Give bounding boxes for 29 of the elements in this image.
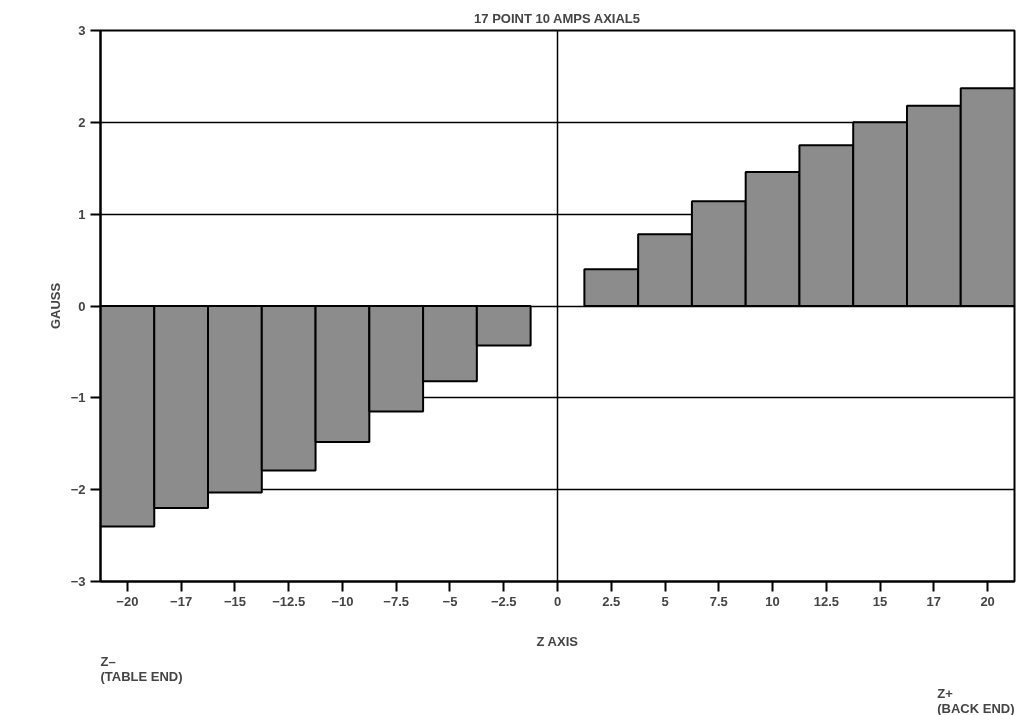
- text: Z+ (BACK END): [937, 685, 1015, 715]
- x-tick-label: 7.5: [709, 593, 728, 609]
- x-tick-label: 17: [926, 593, 942, 609]
- y-tick-label: 2: [78, 114, 86, 130]
- chart-title: 17 POINT 10 AMPS AXIAL5: [474, 10, 640, 26]
- x-tick-label: 10: [765, 593, 780, 609]
- y-tick-label: −1: [70, 390, 86, 406]
- text: Z– (TABLE END): [100, 653, 183, 684]
- x-tick-label: 15: [872, 593, 888, 609]
- x-tick-label: −17: [170, 593, 193, 609]
- x-axis-title: Z AXIS: [536, 633, 579, 649]
- x-tick-label: −7.5: [383, 593, 410, 609]
- x-tick-label: −20: [116, 593, 139, 609]
- y-tick-label: −3: [70, 574, 86, 589]
- y-tick-label: 1: [78, 206, 86, 222]
- x-tick-label: −10: [331, 593, 354, 609]
- x-tick-label: 5: [661, 593, 669, 609]
- x-tick-label: −5: [442, 593, 458, 609]
- y-tick-label: 3: [78, 23, 86, 38]
- x-tick-label: 12.5: [813, 593, 839, 609]
- x-tick-label: 2.5: [602, 593, 621, 609]
- y-tick-label: 0: [78, 298, 86, 314]
- x-tick-label: −12.5: [272, 593, 306, 609]
- x-tick-label: −15: [223, 593, 246, 609]
- x-tick-label: 0: [553, 593, 562, 609]
- x-tick-label: −2.5: [490, 593, 517, 609]
- x-tick-label: 20: [980, 593, 995, 609]
- y-axis-title: GAUSS: [47, 282, 63, 330]
- y-tick-label: −2: [70, 482, 86, 498]
